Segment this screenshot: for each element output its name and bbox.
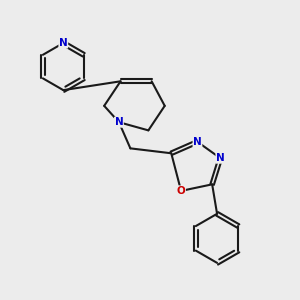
Text: N: N [193, 137, 202, 147]
Text: N: N [115, 117, 123, 127]
Text: N: N [59, 38, 68, 48]
Text: N: N [216, 153, 225, 163]
Text: O: O [177, 186, 185, 196]
